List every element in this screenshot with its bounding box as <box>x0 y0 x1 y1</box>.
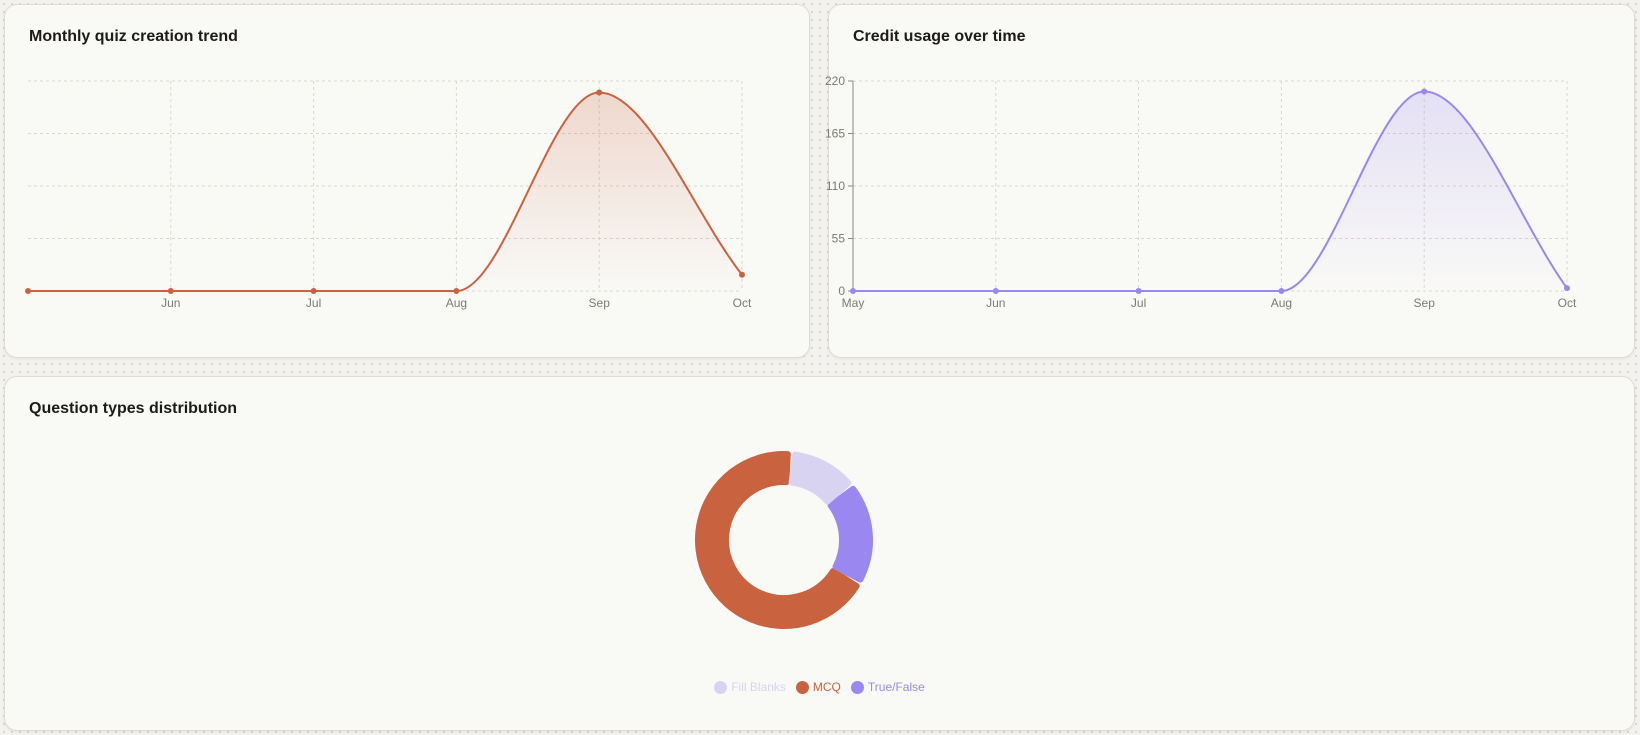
legend-item-true-false[interactable]: True/False <box>850 680 925 694</box>
quiz-trend-data-point[interactable] <box>596 89 603 96</box>
x-tick-label: Jul <box>1131 296 1146 310</box>
quiz-trend-title: Monthly quiz creation trend <box>29 28 238 45</box>
quiz-trend-data-point[interactable] <box>310 288 317 294</box>
donut-slice-mcq[interactable] <box>695 451 860 629</box>
donut-slice-true-false[interactable] <box>827 485 873 583</box>
question-types-legend: Fill Blanks MCQ True/False <box>5 680 1634 694</box>
credit-usage-data-point[interactable] <box>1564 285 1570 292</box>
x-tick-label: Aug <box>446 296 467 310</box>
question-types-title: Question types distribution <box>29 400 238 417</box>
quiz-trend-data-point[interactable] <box>167 288 174 294</box>
donut <box>695 451 873 629</box>
legend-item-mcq[interactable]: MCQ <box>795 680 841 694</box>
x-tick-label: Sep <box>589 296 611 310</box>
legend-swatch <box>795 680 809 694</box>
question-types-chart <box>695 451 873 629</box>
x-tick-label: Oct <box>733 296 752 310</box>
y-tick-label: 0 <box>838 284 845 298</box>
credit-usage-data-point[interactable] <box>1421 88 1428 95</box>
credit-usage-data-point[interactable] <box>850 288 856 294</box>
legend-label: MCQ <box>812 680 841 694</box>
legend-label: Fill Blanks <box>731 680 786 694</box>
legend-swatch <box>850 680 864 694</box>
legend-swatch <box>714 680 728 694</box>
credit-usage-data-point[interactable] <box>1278 288 1285 294</box>
credit-usage-data-point[interactable] <box>1135 288 1142 294</box>
x-tick-label: Oct <box>1558 296 1577 310</box>
legend-item-fill-blanks[interactable]: Fill Blanks <box>714 680 786 694</box>
legend-label: True/False <box>867 680 925 694</box>
credit-usage-chart: 0 55 110 165 220 May Jun Jul Aug Sep Oct <box>825 74 1577 310</box>
quiz-trend-card: Monthly quiz creation trend Jun Jul Aug Sep… <box>4 4 810 358</box>
quiz-trend-area-fill <box>28 92 742 291</box>
quiz-trend-data-point[interactable] <box>25 288 31 294</box>
x-tick-label: Aug <box>1271 296 1292 310</box>
question-types-card: Question types distribution Fill Blanks M… <box>4 376 1635 731</box>
y-tick-label: 220 <box>825 74 845 88</box>
credit-usage-area-fill <box>853 91 1567 291</box>
y-tick-label: 55 <box>832 232 846 246</box>
y-tick-label: 165 <box>825 127 845 141</box>
credit-usage-title: Credit usage over time <box>853 28 1026 45</box>
x-tick-label: Jun <box>986 296 1005 310</box>
quiz-trend-data-point[interactable] <box>453 288 460 294</box>
credit-usage-card: Credit usage over time 0 55 110 165 220 May Ju… <box>825 4 1635 358</box>
quiz-trend-data-point[interactable] <box>739 271 745 278</box>
x-tick-label: Sep <box>1414 296 1436 310</box>
donut-slice-fill-blanks[interactable] <box>788 451 852 505</box>
x-tick-label: Jun <box>161 296 180 310</box>
x-tick-label: Jul <box>306 296 321 310</box>
quiz-trend-chart: Jun Jul Aug Sep Oct <box>25 80 752 310</box>
y-tick-label: 110 <box>826 179 845 193</box>
credit-usage-data-point[interactable] <box>992 288 999 294</box>
x-tick-label: May <box>842 296 865 310</box>
